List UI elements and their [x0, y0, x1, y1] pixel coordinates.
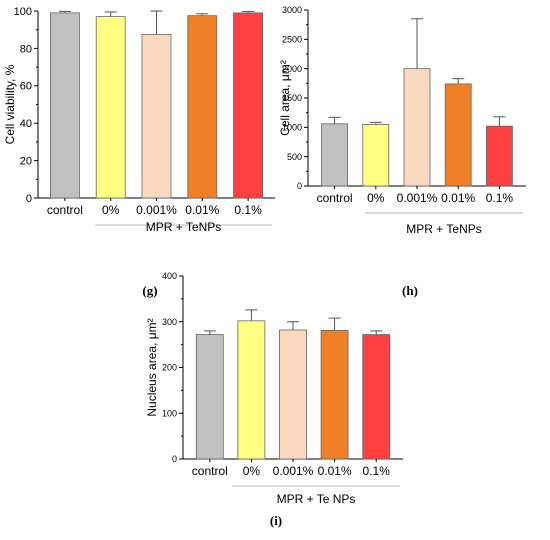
y-tick-label: 300 [162, 317, 177, 327]
bar-0.001% [403, 68, 431, 187]
chart-panel-2: 0 500 1000 1500 2000 2500 3000 Cell area, μm² co… [278, 5, 526, 298]
bar-control [50, 12, 80, 199]
y-tick-label: 100 [14, 6, 32, 18]
x-tick-label: 0.001% [273, 464, 314, 478]
y-axis-label: Cell viability, % [3, 64, 17, 144]
bar-0% [95, 16, 126, 199]
bar-0.01% [444, 83, 472, 187]
panel-label: (h) [402, 283, 418, 298]
bar-0.01% [187, 15, 218, 199]
y-tick-label: 2000 [282, 64, 302, 74]
group-label: MPR + Te NPs [277, 492, 356, 506]
x-tick-label: 0.001% [397, 191, 438, 205]
x-tick-label: control [47, 203, 83, 217]
y-tick-label: 1500 [282, 93, 302, 103]
bar-0.1% [362, 334, 391, 460]
panel-label: (i) [270, 513, 282, 528]
y-tick-label: 400 [162, 271, 177, 281]
x-tick-label: 0.1% [486, 191, 514, 205]
bar-0.1% [233, 12, 264, 199]
x-tick-label: 0% [367, 191, 385, 205]
x-tick-label: 0.01% [318, 464, 352, 478]
y-tick-label: 100 [162, 408, 177, 418]
y-tick-label: 3000 [282, 5, 302, 15]
bar-control [195, 334, 224, 460]
x-tick-label: 0.1% [234, 203, 262, 217]
y-tick-label: 40 [20, 118, 32, 130]
group-label: MPR + TeNPs [146, 220, 221, 234]
y-tick-label: 1000 [282, 122, 302, 132]
y-tick-label: 0 [26, 193, 32, 205]
y-tick-label: 500 [287, 152, 302, 162]
x-tick-label: control [317, 191, 353, 205]
x-tick-label: 0.1% [363, 464, 391, 478]
x-tick-label: 0.01% [185, 203, 219, 217]
bar-control [321, 123, 349, 187]
y-tick-label: 20 [20, 155, 32, 167]
y-tick-label: 60 [20, 81, 32, 93]
panel-label: (g) [142, 283, 157, 298]
y-tick-label: 0 [172, 454, 177, 464]
bar-0.001% [279, 329, 307, 460]
y-tick-label: 80 [20, 43, 32, 55]
y-tick-label: 0 [297, 181, 302, 191]
bar-0.1% [485, 125, 513, 187]
bar-0.01% [320, 330, 349, 460]
bar-0% [237, 320, 266, 460]
bar-0% [362, 124, 390, 187]
x-tick-label: 0.01% [441, 191, 475, 205]
y-axis-label: Cell area, μm² [278, 60, 292, 136]
x-tick-label: 0% [102, 203, 120, 217]
y-axis-label: Nucleus area, μm² [145, 318, 159, 416]
chart-panel-3: 0 100 200 300 400 Nucleus area, μm² control 0% 0… [145, 271, 403, 528]
x-tick-label: 0.001% [136, 203, 177, 217]
x-tick-label: 0% [243, 464, 261, 478]
chart-panel-1: 0 20 40 60 80 100 Cell viability, % control 0% 0.… [3, 6, 275, 298]
y-tick-label: 2500 [282, 34, 302, 44]
bar-0.001% [141, 33, 172, 199]
y-tick-label: 200 [162, 363, 177, 373]
x-tick-label: control [192, 464, 228, 478]
group-label: MPR + TeNPs [406, 222, 481, 236]
